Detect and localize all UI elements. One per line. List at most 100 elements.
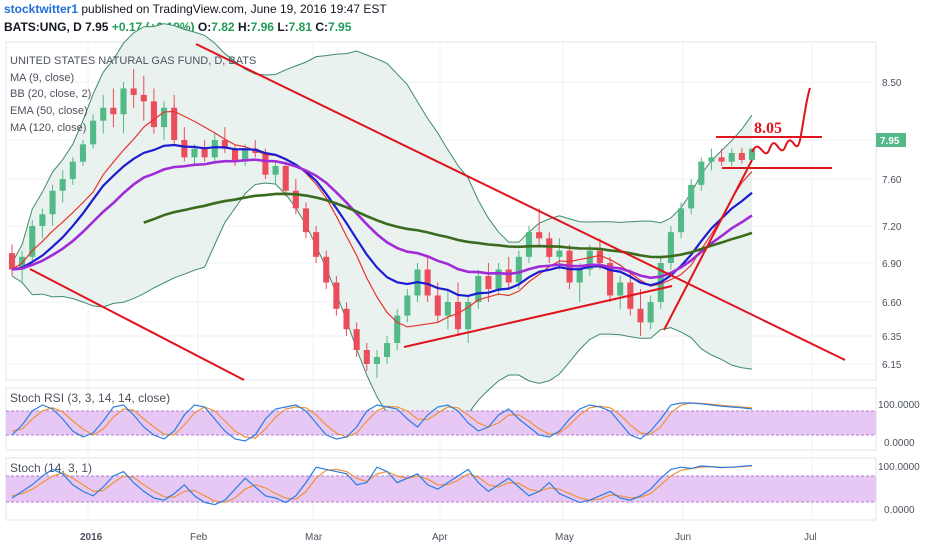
bollinger-bands: [11, 23, 753, 429]
osc-k-line: [11, 402, 753, 442]
stoch-rsi-tick-0: 0.0000: [884, 438, 915, 449]
candle-body: [738, 153, 745, 160]
osc-k-line: [11, 464, 753, 506]
candle-body: [485, 276, 492, 289]
moving-averages: [11, 110, 753, 328]
candle-body: [161, 107, 168, 128]
lower-channel-line: [29, 268, 245, 381]
candle-body: [424, 269, 431, 296]
candle-body: [465, 302, 472, 330]
candle-body: [475, 276, 482, 302]
candle-body: [49, 190, 56, 215]
price-badge: 7.95: [880, 136, 900, 147]
ema50-line: [11, 143, 753, 298]
osc-d-line: [11, 402, 753, 439]
candle-body: [140, 94, 147, 102]
time-tick-label: Jun: [675, 532, 691, 543]
price-tick-label: 8.50: [882, 78, 902, 89]
candle-body: [90, 120, 97, 145]
candle-body: [363, 350, 370, 364]
time-axis[interactable]: 2016 Feb Mar Apr May Jun Jul: [80, 532, 817, 543]
candle-body: [323, 256, 330, 283]
legend: UNITED STATES NATURAL GAS FUND, D, BATS …: [10, 55, 256, 134]
candle-body: [242, 148, 249, 162]
candle-body: [394, 315, 401, 343]
candle-body: [708, 157, 715, 162]
candle-body: [302, 208, 310, 233]
ma-purple-line: [11, 158, 753, 280]
candle-body: [221, 140, 228, 149]
candle-body: [434, 295, 441, 316]
candle-body: [536, 232, 543, 239]
candle-body: [596, 250, 603, 263]
candle-body: [69, 161, 76, 179]
candle-body: [667, 232, 674, 263]
time-tick-label: Jul: [804, 532, 817, 543]
candle-body: [191, 148, 198, 158]
stoch-label: Stoch (14, 3, 1): [10, 461, 92, 475]
candle-body: [343, 308, 350, 330]
candle-body: [404, 295, 411, 316]
price-tick-label: 7.60: [882, 175, 902, 186]
stoch-lines: [11, 464, 753, 506]
candle-body: [384, 343, 391, 357]
candle-body: [647, 302, 654, 323]
candle-body: [79, 144, 86, 162]
stoch-rsi-label: Stoch RSI (3, 3, 14, 14, close): [10, 391, 170, 405]
candle-body: [130, 88, 137, 95]
high-value: 7.96: [250, 20, 274, 34]
triangle-support-line: [403, 285, 673, 348]
close-label: C:: [315, 20, 329, 34]
price-axis[interactable]: 8.508.057.607.206.906.606.356.15: [882, 78, 902, 371]
candle-body: [181, 140, 188, 158]
legend-title: UNITED STATES NATURAL GAS FUND, D, BATS: [10, 55, 256, 67]
close-value: 7.95: [328, 20, 352, 34]
candle-body: [698, 161, 705, 185]
last-price: 7.95: [85, 20, 109, 34]
legend-ma120: MA (120, close): [10, 122, 86, 134]
time-tick-label: 2016: [80, 532, 103, 543]
candle-body: [718, 157, 725, 162]
candle-body: [556, 250, 563, 257]
candle-body: [59, 179, 66, 191]
candle-body: [29, 226, 36, 257]
candle-body: [607, 263, 614, 296]
candle-body: [262, 153, 269, 175]
candle-body: [292, 190, 299, 209]
candle-body: [576, 269, 583, 283]
candle-body: [110, 107, 117, 115]
candle-body: [748, 148, 756, 160]
price-tick-label: 6.15: [882, 360, 902, 371]
candle-body: [150, 101, 157, 128]
bb-lower-line: [11, 182, 753, 429]
legend-ma9: MA (9, close): [10, 72, 74, 84]
uptrend-line: [663, 159, 753, 331]
published-text: published on TradingView.com, June 19, 2…: [81, 2, 387, 16]
candle-body: [211, 140, 218, 158]
stoch-tick-100: 100.0000: [878, 462, 920, 473]
bb-fill: [12, 23, 752, 429]
candle-body: [495, 269, 502, 289]
candle-body: [373, 357, 380, 364]
stoch-rsi-lines: [11, 402, 753, 442]
symbol-label: BATS:UNG, D: [4, 20, 82, 34]
candle-body: [100, 107, 107, 121]
chart-header: stocktwitter1 published on TradingView.c…: [4, 2, 904, 40]
open-value: 7.82: [211, 20, 235, 34]
time-tick-label: Feb: [190, 532, 208, 543]
candle-body: [637, 308, 644, 323]
candle-body: [39, 214, 46, 226]
legend-ema50: EMA (50, close): [10, 105, 88, 117]
ma120-line: [143, 192, 753, 259]
upper-channel-line: [195, 43, 846, 361]
candle-body: [333, 282, 340, 309]
candle-body: [728, 153, 735, 162]
author-link[interactable]: stocktwitter1: [4, 2, 79, 16]
price-tick-label: 6.90: [882, 259, 902, 270]
candle-body: [515, 256, 522, 283]
stoch-tick-0: 0.0000: [884, 505, 915, 516]
osc-d-line: [11, 465, 753, 504]
high-label: H:: [237, 20, 251, 34]
candle-body: [586, 250, 593, 270]
